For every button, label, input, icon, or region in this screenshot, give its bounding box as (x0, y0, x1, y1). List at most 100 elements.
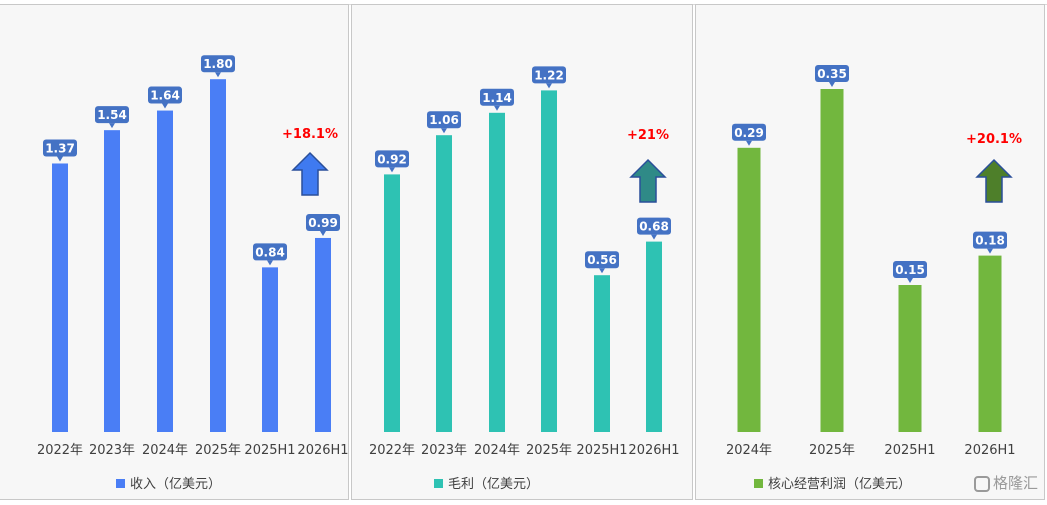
data-label-box (585, 251, 619, 269)
growth-up-arrow-icon (629, 158, 667, 203)
bar (384, 174, 400, 432)
data-label: 1.54 (97, 108, 127, 122)
data-label: 1.37 (45, 141, 75, 155)
bar (262, 267, 278, 432)
growth-label: +18.1% (282, 127, 338, 142)
data-label-box (815, 65, 849, 82)
data-label: 0.99 (308, 216, 338, 230)
gross-profit-chart: 0.92 2022年 1.06 2023年 1.14 2024年 1.22 2025年 0.56… (369, 66, 680, 492)
x-tick-label: 2024年 (726, 443, 772, 458)
data-label-box (732, 123, 766, 141)
data-label-box (480, 88, 514, 106)
core-operating-profit-chart-panel: 0.29 2024年 0.35 2025年 0.15 2025H1 0.18 2026H1 +2… (695, 4, 1045, 500)
watermark: 格隆汇 (973, 472, 1038, 493)
data-label: 0.84 (255, 245, 285, 259)
growth-label: +21% (627, 128, 669, 143)
data-label: 0.68 (639, 220, 669, 234)
legend-swatch (116, 479, 125, 488)
data-label: 1.14 (482, 91, 512, 105)
data-label: 0.29 (734, 126, 764, 140)
data-label-box (43, 139, 77, 157)
core-operating-profit-chart: 0.29 2024年 0.35 2025年 0.15 2025H1 0.18 2026H1 +2… (726, 65, 1022, 492)
growth-up-arrow-icon (291, 151, 329, 196)
bar (978, 255, 1002, 432)
data-label-box (637, 217, 671, 235)
data-label-pointer (57, 156, 63, 162)
bar (820, 89, 844, 432)
x-tick-label: 2024年 (142, 443, 188, 458)
data-label-box (427, 111, 461, 129)
data-label-box (532, 66, 566, 84)
bar (489, 112, 505, 433)
x-tick-label: 2026H1 (628, 443, 679, 458)
legend-swatch (754, 479, 763, 488)
data-label-pointer (320, 230, 326, 236)
data-label-pointer (546, 83, 552, 89)
data-label-pointer (907, 278, 913, 283)
data-label-pointer (987, 248, 993, 254)
data-label-pointer (599, 268, 605, 274)
data-label-pointer (746, 140, 752, 146)
bar (52, 163, 68, 433)
x-tick-label: 2025年 (809, 443, 855, 458)
x-tick-label: 2022年 (369, 443, 415, 458)
x-tick-label: 2023年 (89, 443, 135, 458)
data-label: 1.06 (429, 113, 459, 127)
data-label: 0.15 (895, 263, 925, 277)
data-label-pointer (651, 234, 657, 240)
bar (594, 275, 610, 432)
legend-label: 收入（亿美元） (130, 477, 221, 492)
bar (541, 90, 557, 433)
data-label: 0.35 (817, 67, 847, 81)
x-tick-label: 2025H1 (884, 443, 935, 458)
data-label-box (95, 106, 129, 124)
growth-label: +20.1% (966, 132, 1022, 147)
watermark-logo-icon (973, 476, 990, 492)
bar (646, 241, 662, 432)
data-label-box (201, 55, 235, 73)
data-label-pointer (267, 260, 273, 266)
legend-swatch (434, 479, 443, 488)
x-tick-label: 2023年 (421, 443, 467, 458)
x-tick-label: 2026H1 (964, 443, 1015, 458)
data-label-box (973, 231, 1007, 249)
data-label: 1.22 (534, 68, 564, 82)
legend-label: 毛利（亿美元） (448, 477, 539, 492)
growth-up-arrow-icon (975, 158, 1013, 203)
bar (157, 110, 173, 432)
revenue-chart-panel: 1.37 2022年 1.54 2023年 1.64 2024年 1.80 2025年 0.84… (0, 4, 349, 500)
x-tick-label: 2022年 (37, 443, 83, 458)
x-tick-label: 2025H1 (244, 443, 295, 458)
data-label-box (893, 261, 927, 278)
bar (436, 135, 452, 432)
bar (210, 79, 226, 432)
data-label-pointer (109, 123, 115, 129)
x-tick-label: 2025年 (526, 443, 572, 458)
data-label-pointer (162, 103, 168, 109)
data-label: 1.80 (203, 57, 233, 71)
gross-profit-chart-panel: 0.92 2022年 1.06 2023年 1.14 2024年 1.22 2025年 0.56… (351, 4, 693, 500)
x-tick-label: 2024年 (474, 443, 520, 458)
data-label-pointer (441, 128, 447, 134)
data-label-box (253, 243, 287, 261)
data-label-pointer (829, 82, 835, 87)
data-label: 0.92 (377, 152, 407, 166)
revenue-chart: 1.37 2022年 1.54 2023年 1.64 2024年 1.80 2025年 0.84… (37, 55, 349, 492)
data-label-pointer (389, 167, 395, 173)
x-tick-label: 2026H1 (297, 443, 348, 458)
data-label: 1.64 (150, 89, 180, 103)
bar (104, 130, 120, 432)
data-label: 0.56 (587, 253, 617, 267)
bar (737, 147, 761, 433)
data-label-pointer (215, 72, 221, 78)
x-tick-label: 2025H1 (576, 443, 627, 458)
data-label: 0.18 (975, 234, 1005, 248)
data-label-box (306, 213, 340, 231)
bar (898, 285, 922, 432)
legend-label: 核心经营利润（亿美元） (768, 477, 911, 492)
data-label-box (375, 150, 409, 168)
data-label-box (148, 86, 182, 104)
bar (315, 237, 331, 432)
data-label-pointer (494, 105, 500, 111)
x-tick-label: 2025年 (195, 443, 241, 458)
